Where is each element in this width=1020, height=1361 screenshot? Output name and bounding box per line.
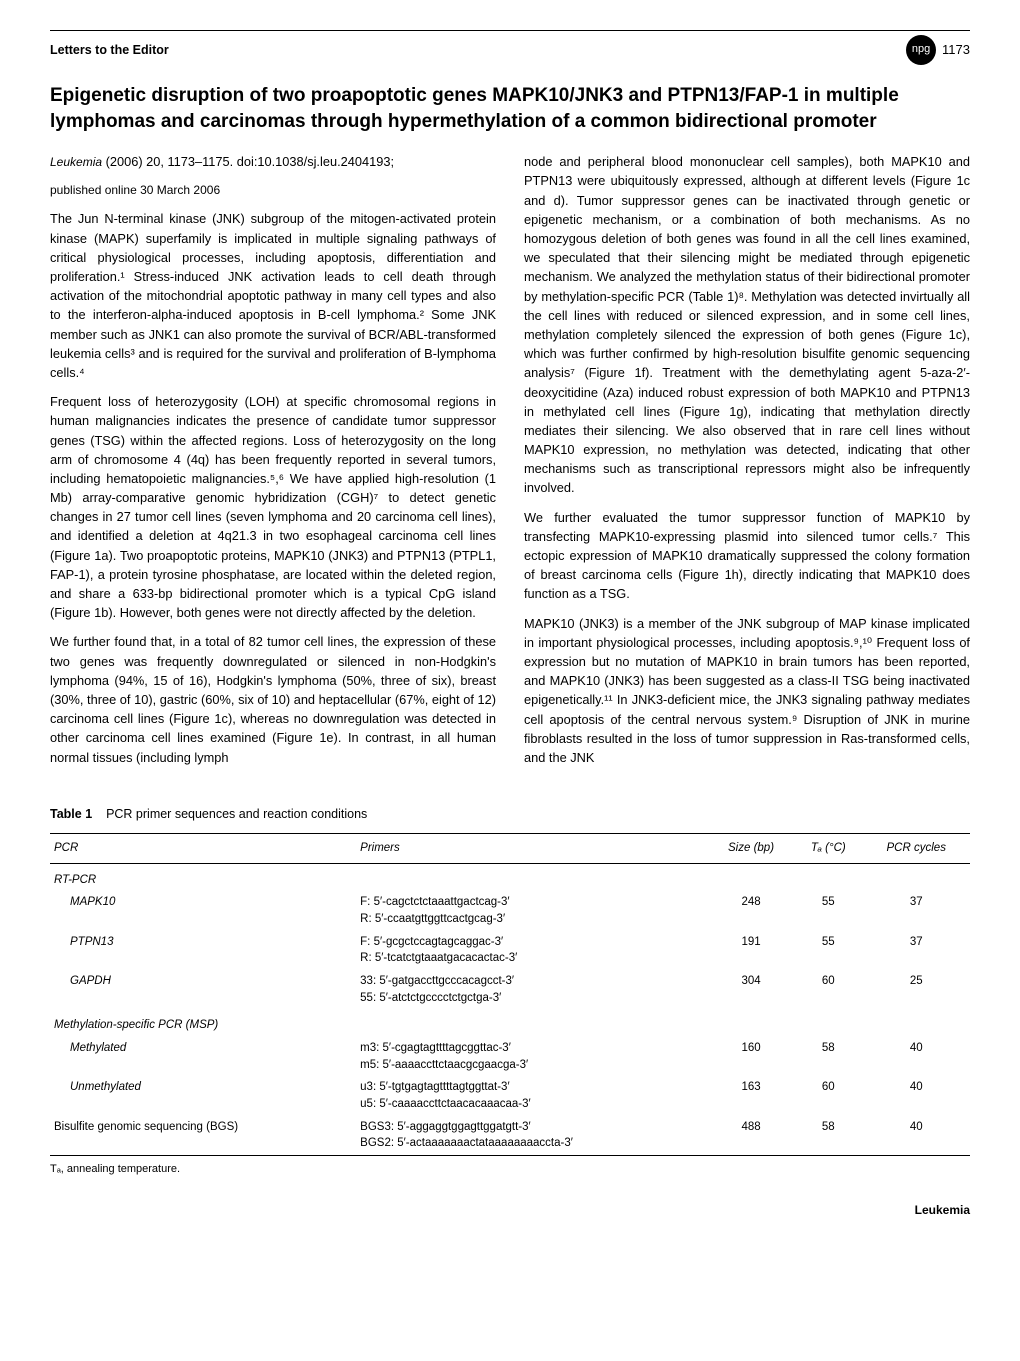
table-body: RT-PCRMAPK10F: 5′-cagctctctaaattgactcag-… xyxy=(50,863,970,1155)
paragraph-3: We further found that, in a total of 82 … xyxy=(50,632,496,766)
row-cycles: 25 xyxy=(862,970,970,1009)
row-size: 160 xyxy=(708,1037,794,1076)
row-size: 163 xyxy=(708,1076,794,1115)
citation-detail: (2006) 20, 1173–1175. doi:10.1038/sj.leu… xyxy=(106,154,394,169)
row-primers: F: 5′-gcgctccagtagcaggac-3′R: 5′-tcatctg… xyxy=(356,931,708,970)
page-number: 1173 xyxy=(942,41,970,60)
col-size: Size (bp) xyxy=(708,834,794,864)
row-size: 191 xyxy=(708,931,794,970)
col-cycles: PCR cycles xyxy=(862,834,970,864)
table-1: Table 1 PCR primer sequences and reactio… xyxy=(50,805,970,1178)
table-group-header: Methylation-specific PCR (MSP) xyxy=(50,1009,970,1037)
group-name: RT-PCR xyxy=(50,863,970,891)
row-name: Unmethylated xyxy=(50,1076,356,1115)
row-cycles: 40 xyxy=(862,1037,970,1076)
table-group-header: RT-PCR xyxy=(50,863,970,891)
paragraph-4: node and peripheral blood mononuclear ce… xyxy=(524,152,970,497)
row-size: 304 xyxy=(708,970,794,1009)
row-name: PTPN13 xyxy=(50,931,356,970)
table-row: Unmethylatedu3: 5′-tgtgagtagttttagtggtta… xyxy=(50,1076,970,1115)
paragraph-1: The Jun N-terminal kinase (JNK) subgroup… xyxy=(50,209,496,382)
table-label: Table 1 xyxy=(50,807,92,821)
table-row: Bisulfite genomic sequencing (BGS)BGS3: … xyxy=(50,1116,970,1156)
row-size: 488 xyxy=(708,1116,794,1156)
table-header-row: PCR Primers Size (bp) Tₐ (°C) PCR cycles xyxy=(50,834,970,864)
row-ta: 58 xyxy=(794,1037,862,1076)
table-row: GAPDH33: 5′-gatgaccttgcccacagcct-3′55: 5… xyxy=(50,970,970,1009)
table-row: MAPK10F: 5′-cagctctctaaattgactcag-3′R: 5… xyxy=(50,891,970,930)
row-cycles: 40 xyxy=(862,1076,970,1115)
table-row: PTPN13F: 5′-gcgctccagtagcaggac-3′R: 5′-t… xyxy=(50,931,970,970)
row-name: GAPDH xyxy=(50,970,356,1009)
row-cycles: 37 xyxy=(862,931,970,970)
row-primers: BGS3: 5′-aggaggtggagttggatgtt-3′BGS2: 5′… xyxy=(356,1116,708,1156)
row-primers: 33: 5′-gatgaccttgcccacagcct-3′55: 5′-atc… xyxy=(356,970,708,1009)
body-columns: Leukemia (2006) 20, 1173–1175. doi:10.10… xyxy=(50,152,970,777)
row-ta: 60 xyxy=(794,1076,862,1115)
row-primers: F: 5′-cagctctctaaattgactcag-3′R: 5′-ccaa… xyxy=(356,891,708,930)
row-name: Bisulfite genomic sequencing (BGS) xyxy=(50,1116,356,1156)
row-ta: 58 xyxy=(794,1116,862,1156)
page-header: Letters to the Editor npg 1173 xyxy=(50,30,970,65)
row-ta: 55 xyxy=(794,931,862,970)
col-ta: Tₐ (°C) xyxy=(794,834,862,864)
paragraph-5: We further evaluated the tumor suppresso… xyxy=(524,508,970,604)
row-name: MAPK10 xyxy=(50,891,356,930)
published-line: published online 30 March 2006 xyxy=(50,181,496,199)
table-footnote: Tₐ, annealing temperature. xyxy=(50,1162,970,1178)
row-cycles: 40 xyxy=(862,1116,970,1156)
table-caption: Table 1 PCR primer sequences and reactio… xyxy=(50,805,970,823)
row-ta: 60 xyxy=(794,970,862,1009)
pcr-table: PCR Primers Size (bp) Tₐ (°C) PCR cycles… xyxy=(50,833,970,1156)
paragraph-6: MAPK10 (JNK3) is a member of the JNK sub… xyxy=(524,614,970,768)
table-caption-text: PCR primer sequences and reaction condit… xyxy=(106,807,367,821)
col-primers: Primers xyxy=(356,834,708,864)
group-name: Methylation-specific PCR (MSP) xyxy=(50,1009,970,1037)
row-size: 248 xyxy=(708,891,794,930)
row-name: Methylated xyxy=(50,1037,356,1076)
row-primers: u3: 5′-tgtgagtagttttagtggttat-3′u5: 5′-c… xyxy=(356,1076,708,1115)
journal-footer: Leukemia xyxy=(50,1202,970,1219)
header-right: npg 1173 xyxy=(906,35,970,65)
col-pcr: PCR xyxy=(50,834,356,864)
citation-line: Leukemia (2006) 20, 1173–1175. doi:10.10… xyxy=(50,152,496,171)
paragraph-2: Frequent loss of heterozygosity (LOH) at… xyxy=(50,392,496,622)
section-name: Letters to the Editor xyxy=(50,41,169,59)
row-ta: 55 xyxy=(794,891,862,930)
npg-badge: npg xyxy=(906,35,936,65)
article-title: Epigenetic disruption of two proapoptoti… xyxy=(50,83,970,134)
row-cycles: 37 xyxy=(862,891,970,930)
table-row: Methylatedm3: 5′-cgagtagttttagcggttac-3′… xyxy=(50,1037,970,1076)
journal-name: Leukemia xyxy=(50,155,102,169)
row-primers: m3: 5′-cgagtagttttagcggttac-3′m5: 5′-aaa… xyxy=(356,1037,708,1076)
